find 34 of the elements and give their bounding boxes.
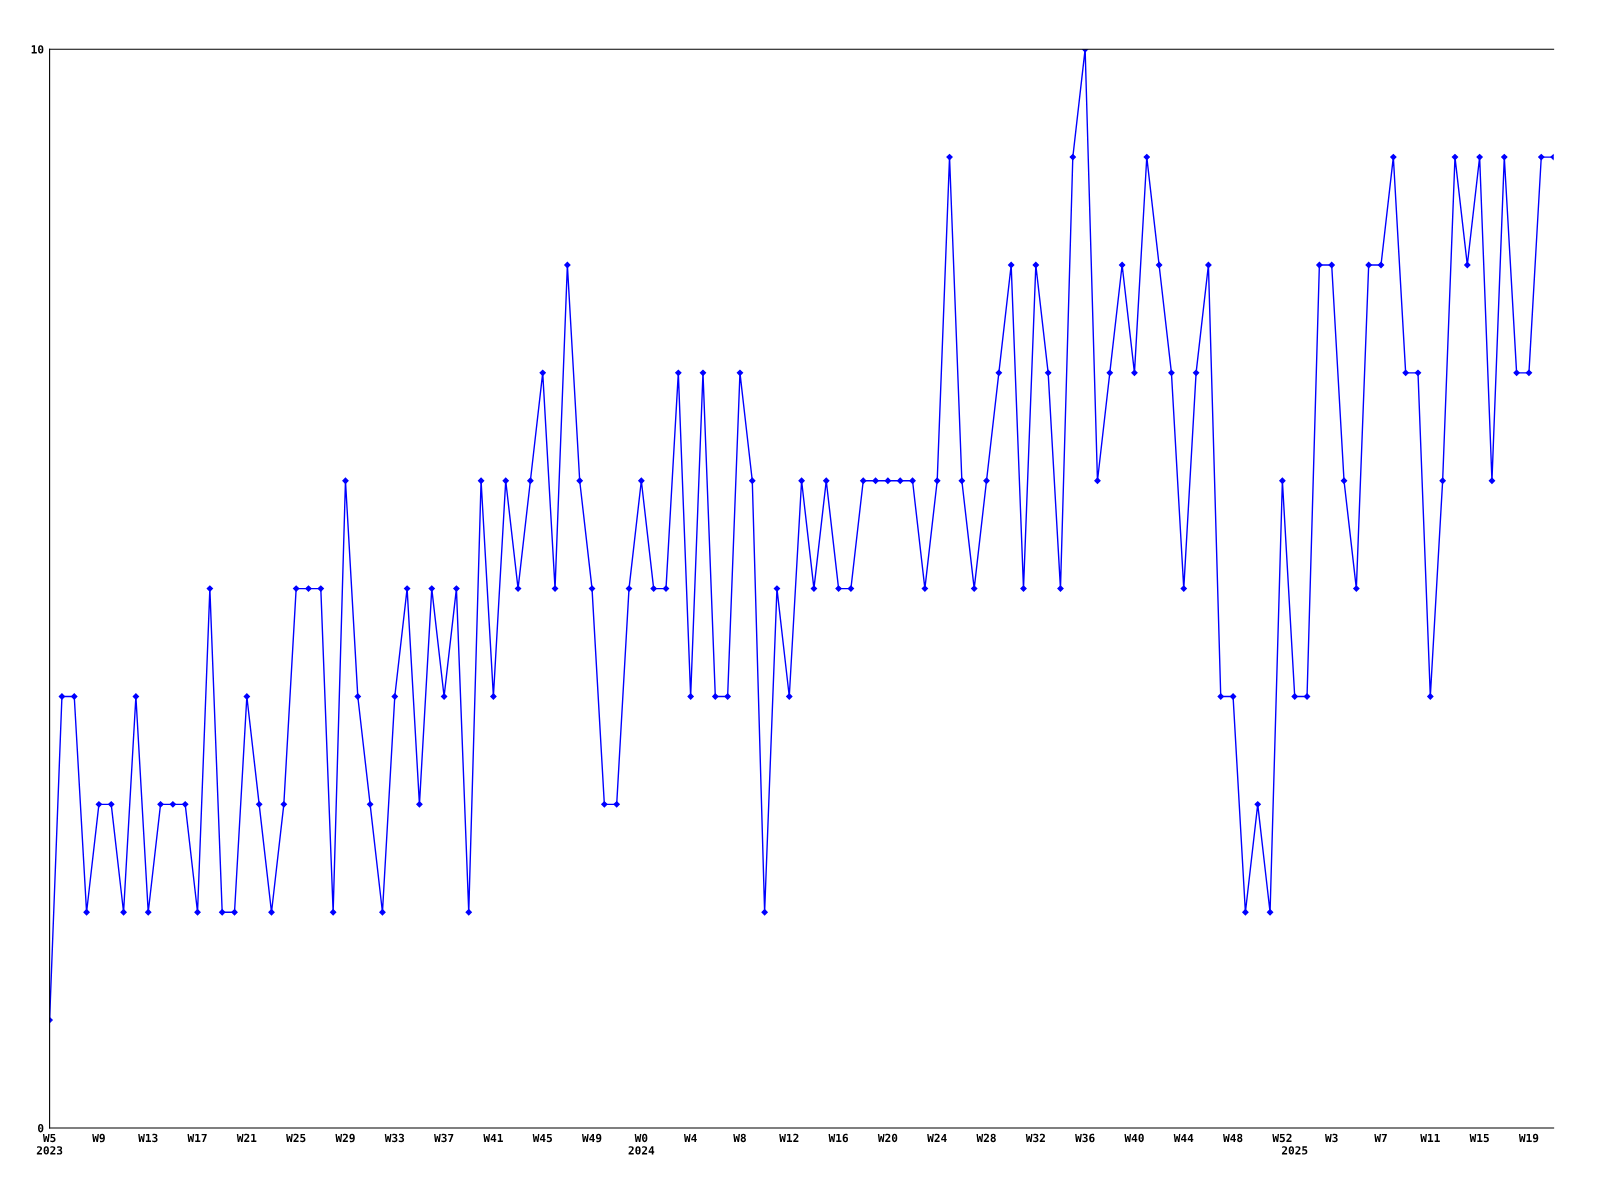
x-tick-label: W12	[779, 1133, 799, 1142]
x-tick-label: W40	[1124, 1133, 1144, 1143]
y-tick-label: 0	[38, 1123, 44, 1133]
x-tick-label: W52	[1272, 1133, 1292, 1143]
x-tick-label: W0 2024	[628, 1133, 655, 1155]
x-tick-label: W49	[581, 1133, 602, 1143]
x-tick-label: W15	[1469, 1133, 1489, 1143]
x-tick-label: W13	[138, 1133, 158, 1143]
x-tick-label: W16	[828, 1133, 849, 1143]
x-tick-label: W32	[1025, 1133, 1045, 1143]
y-tick-label: 10	[31, 45, 44, 54]
x-tick-label: W41	[483, 1133, 503, 1142]
x-tick-label: W11	[1420, 1133, 1440, 1142]
x-tick-label: W48	[1223, 1133, 1243, 1143]
x-tick-label: W21	[236, 1133, 257, 1142]
x-tick-label: W5 2023	[36, 1133, 63, 1155]
x-tick-label: W45	[532, 1133, 552, 1143]
x-tick-label: W17	[187, 1133, 207, 1142]
x-tick-label: W24	[927, 1133, 947, 1142]
x-tick-label: W33	[384, 1133, 405, 1143]
x-tick-label: W4	[683, 1133, 697, 1142]
x-tick-label: W8	[733, 1133, 746, 1143]
x-tick-label: 2025	[1281, 1146, 1308, 1155]
x-tick-label: W25	[286, 1133, 306, 1143]
x-tick-label: W44	[1173, 1133, 1194, 1142]
x-tick-label: W20	[877, 1133, 898, 1143]
x-tick-label: W19	[1518, 1133, 1539, 1143]
x-tick-label: W3	[1325, 1133, 1338, 1143]
x-tick-label: W7	[1374, 1133, 1387, 1142]
x-tick-label: W28	[976, 1133, 996, 1143]
x-tick-label: W9	[92, 1133, 105, 1143]
x-tick-label: W29	[335, 1133, 355, 1143]
x-tick-label: W36	[1075, 1133, 1095, 1143]
x-tick-label: W37	[434, 1133, 454, 1143]
